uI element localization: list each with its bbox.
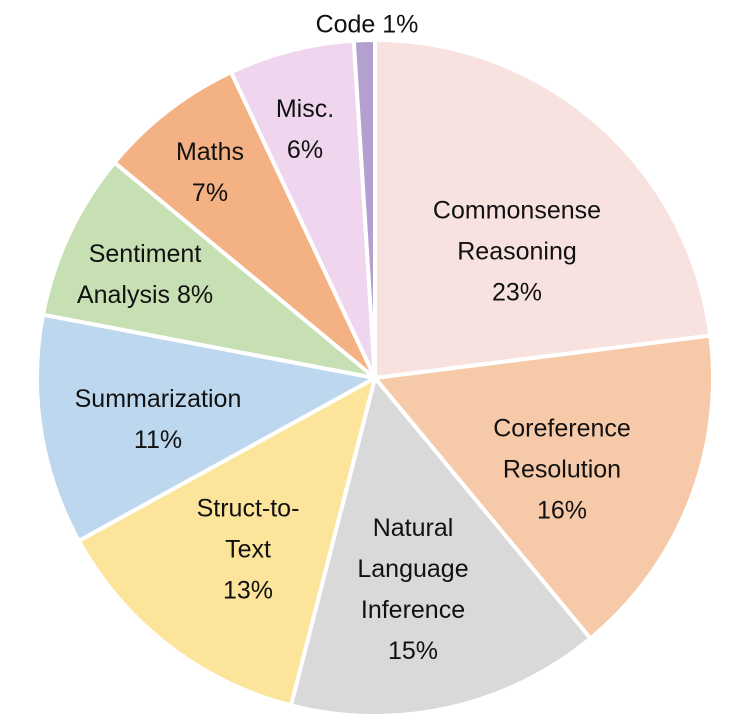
- pie-slice: [351, 37, 377, 379]
- slice-label: Struct-to-Text 13%: [193, 489, 303, 612]
- pie-slice: [35, 312, 381, 544]
- value-label: 8%: [176, 281, 214, 309]
- category-label: Natural Language Inference: [357, 514, 469, 624]
- slice-label: Maths 7%: [160, 132, 260, 214]
- category-label: Struct-to-Text: [196, 494, 300, 564]
- slice-label: Natural Language Inference 15%: [333, 508, 493, 672]
- pie-slice: [288, 373, 594, 718]
- category-label: Misc.: [275, 95, 335, 123]
- slice-label: Code 1%: [282, 5, 452, 46]
- value-label: 15%: [387, 637, 439, 665]
- category-label: Coreference Resolution: [493, 414, 631, 484]
- slice-label: Coreference Resolution 16%: [462, 409, 662, 532]
- pie-slice: [228, 38, 377, 379]
- pie-slice: [373, 37, 713, 381]
- pie-slice: [40, 159, 377, 380]
- value-label: 7%: [191, 179, 229, 207]
- value-label: 16%: [536, 496, 588, 525]
- value-label: 1%: [382, 10, 419, 39]
- slice-label: Misc. 6%: [265, 89, 345, 171]
- slice-label: Sentiment Analysis 8%: [55, 234, 235, 316]
- category-label: Code: [315, 10, 376, 39]
- slice-label: Summarization 11%: [38, 379, 278, 461]
- value-label: 11%: [133, 426, 183, 454]
- value-label: 23%: [491, 278, 543, 307]
- value-label: 13%: [222, 576, 274, 605]
- pie-slice: [111, 69, 377, 380]
- pie-slice: [76, 374, 379, 708]
- slice-label: Commonsense Reasoning 23%: [402, 191, 632, 314]
- category-label: Maths: [175, 138, 245, 166]
- category-label: Summarization: [74, 385, 242, 413]
- value-label: 6%: [286, 136, 324, 164]
- category-label: Commonsense Reasoning: [432, 196, 602, 266]
- pie-slice: [371, 333, 715, 642]
- category-label: Sentiment Analysis: [76, 240, 202, 309]
